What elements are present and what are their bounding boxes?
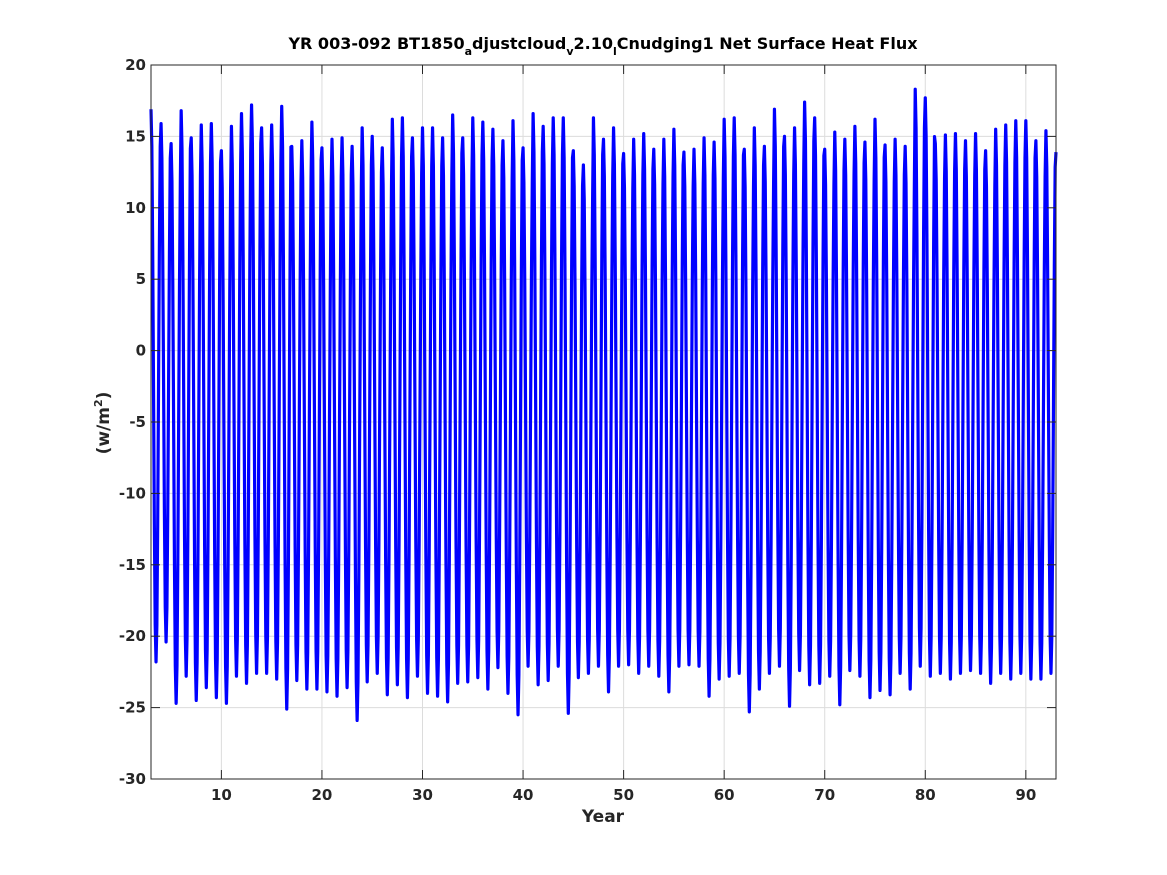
y-axis-label: (w/m2): [92, 392, 114, 455]
chart-title-sub1: a: [465, 45, 472, 58]
y-tick-label: 0: [136, 342, 146, 360]
y-tick-label: 10: [125, 199, 146, 217]
y-tick-label: -5: [129, 413, 146, 431]
chart-title-sub2: v: [566, 45, 574, 58]
y-tick-label: 5: [136, 270, 146, 288]
y-tick-label: -20: [119, 627, 146, 645]
x-tick-label: 10: [211, 786, 232, 804]
chart-title: YR 003-092 BT1850adjustcloudv2.10lCnudgi…: [287, 34, 918, 58]
x-tick-label: 50: [613, 786, 634, 804]
chart-title-part2: djustcloud: [472, 34, 566, 53]
y-tick-label: -25: [119, 699, 146, 717]
y-tick-label: -10: [119, 484, 146, 502]
y-tick-label: -30: [119, 770, 146, 788]
x-tick-label: 20: [312, 786, 333, 804]
x-tick-label: 80: [915, 786, 936, 804]
x-tick-label: 70: [814, 786, 835, 804]
tick-layer: 10 20 30 40 50 60 70 80 90 -30 -25 -20 -15 -10 -5 0 5 10 1…: [119, 56, 1056, 804]
series-layer: [149, 87, 1058, 723]
y-tick-label: 20: [125, 56, 146, 74]
chart-title-sub3: l: [613, 45, 617, 58]
x-tick-label: 90: [1015, 786, 1036, 804]
series-line: [149, 87, 1058, 723]
chart-title-prefix: YR 003-092 BT1850: [287, 34, 464, 53]
x-tick-label: 60: [714, 786, 735, 804]
y-tick-label: -15: [119, 556, 146, 574]
chart-title-part3: 2.10: [574, 34, 613, 53]
y-axis-label-suffix: ): [94, 392, 114, 400]
x-axis-label: Year: [581, 807, 625, 827]
y-axis-label-prefix: (w/m: [94, 407, 114, 454]
y-axis-label-superscript: 2: [92, 399, 105, 407]
x-tick-label: 30: [412, 786, 433, 804]
chart-title-suffix: Cnudging1 Net Surface Heat Flux: [617, 34, 918, 53]
x-tick-label: 40: [513, 786, 534, 804]
y-tick-label: 15: [125, 127, 146, 145]
